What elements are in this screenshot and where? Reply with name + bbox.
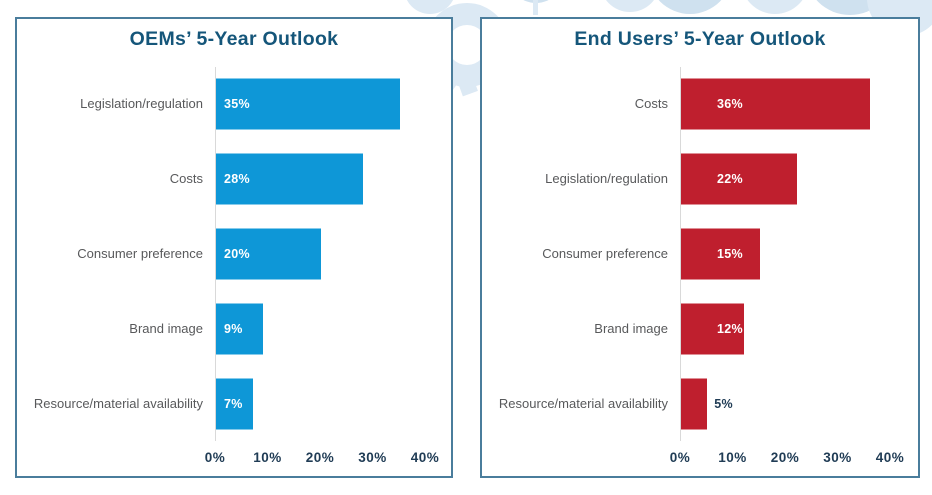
data-label: 35% — [224, 97, 250, 112]
category-label: Brand image — [129, 320, 203, 336]
data-label: 15% — [717, 246, 743, 261]
bar-row: Brand image 9% — [17, 291, 451, 366]
axis-tick-label: 30% — [823, 450, 852, 465]
data-label: 12% — [717, 321, 743, 336]
bar-row: Consumer preference 20% — [17, 217, 451, 292]
axis-tick-label: 20% — [305, 450, 335, 465]
axis-tick-label: 40% — [875, 450, 905, 465]
category-label: Consumer preference — [77, 246, 203, 262]
axis-tick-label: 20% — [770, 450, 800, 465]
category-label: Resource/material availability — [498, 395, 668, 411]
bar-row: Brand image 12% — [482, 291, 918, 366]
bar-row: Legislation/regulation 35% — [17, 67, 451, 142]
bar-rows: Costs 36% Legislation/regulation 22% Consume… — [482, 67, 918, 441]
bar-row: Costs 36% — [482, 67, 918, 142]
category-label: Costs — [169, 171, 203, 187]
data-label: 5% — [714, 396, 733, 411]
data-label: 28% — [224, 172, 250, 187]
category-label: Brand image — [594, 320, 668, 336]
chart-title: OEMs’ 5-Year Outlook — [129, 28, 339, 50]
x-axis-ticks: 0% 10% 20% 30% 40% — [17, 450, 451, 472]
y-axis-line — [215, 67, 216, 441]
bar — [681, 153, 797, 205]
bar — [216, 228, 321, 280]
bar — [681, 78, 870, 130]
bar — [681, 303, 744, 355]
axis-tick-label: 10% — [718, 450, 747, 465]
chart-title: End Users’ 5-Year Outlook — [574, 28, 826, 50]
gear-tooth-icon — [533, 0, 538, 15]
bar — [216, 378, 253, 430]
bar — [681, 228, 760, 280]
oems-chart-panel: OEMs’ 5-Year Outlook Legislation/regulat… — [15, 17, 453, 478]
data-label: 20% — [224, 246, 250, 261]
gear-icon — [600, 0, 660, 12]
end-users-chart-panel: End Users’ 5-Year Outlook Costs 36% Legisl… — [480, 17, 920, 478]
bar — [216, 78, 400, 130]
gear-icon — [648, 0, 732, 14]
axis-tick-label: 10% — [253, 450, 282, 465]
axis-tick-label: 0% — [204, 450, 226, 465]
bar-row: Legislation/regulation 22% — [482, 142, 918, 217]
axis-tick-label: 30% — [358, 450, 387, 465]
axis-tick-label: 0% — [669, 450, 691, 465]
data-label: 36% — [717, 97, 743, 112]
data-label: 7% — [224, 396, 243, 411]
bar — [216, 303, 264, 355]
category-label: Legislation/regulation — [80, 96, 203, 112]
bar-row: Resource/material availability 5% — [482, 366, 918, 441]
category-label: Costs — [634, 96, 668, 112]
axis-tick-label: 40% — [410, 450, 440, 465]
bar-row: Consumer preference 15% — [482, 217, 918, 292]
bar — [681, 378, 708, 430]
bar-row: Costs 28% — [17, 142, 451, 217]
x-axis-ticks: 0% 10% 20% 30% 40% — [482, 450, 918, 472]
bar — [216, 153, 363, 205]
bar-row: Resource/material availability 7% — [17, 366, 451, 441]
category-label: Consumer preference — [542, 246, 668, 262]
y-axis-line — [680, 67, 681, 441]
gear-icon — [741, 0, 809, 14]
category-label: Resource/material availability — [33, 395, 203, 411]
data-label: 22% — [717, 172, 743, 187]
bar-rows: Legislation/regulation 35% Costs 28% Consume… — [17, 67, 451, 441]
data-label: 9% — [224, 321, 243, 336]
category-label: Legislation/regulation — [545, 171, 668, 187]
